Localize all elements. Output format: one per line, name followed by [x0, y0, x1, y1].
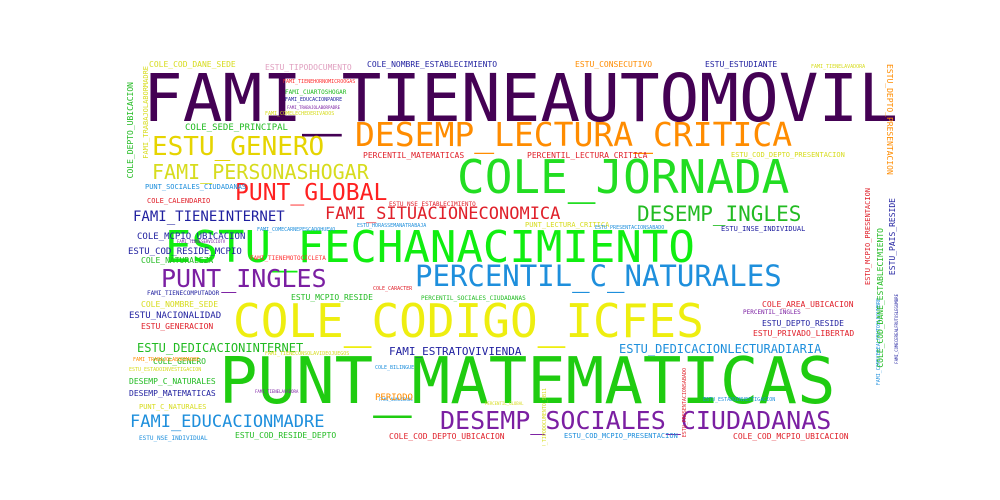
word-fami-tieneconsolavideojuegos: FAMI_TIENECONSOLAVIDEOJUEGOS: [265, 351, 350, 357]
word-estu-depto-presentacion: ESTU_DEPTO_PRESENTACION: [885, 64, 894, 175]
word-estu-nse-individual: ESTU_NSE_INDIVIDUAL: [139, 435, 208, 442]
word-estu-presentacionsabado: ESTU_PRESENTACIONSABADO: [595, 225, 665, 231]
word-cole-cod-dane-sede: COLE_COD_DANE_SEDE: [149, 60, 236, 69]
word-fami-comelechederivados: FAMI_COMELECHEDERIVADOS: [265, 111, 335, 117]
word-estu-cod-mcpio-presentacion: ESTU_COD_MCPIO_PRESENTACION: [564, 432, 678, 440]
word-cole-caracter: COLE_CARACTER: [373, 286, 413, 292]
word-estu-estudiante: ESTU_ESTUDIANTE: [705, 60, 778, 69]
word-fami-tienecomputador: FAMI_TIENECOMPUTADOR: [147, 290, 220, 297]
word-punt-ingles: PUNT_INGLES: [161, 264, 327, 293]
word-punt-global: PUNT_GLOBAL: [235, 180, 388, 206]
word-cole-naturaleza: COLE_NATURALEZA: [141, 256, 214, 265]
word-estu-mcpio-reside: ESTU_MCPIO_RESIDE: [291, 293, 373, 302]
word-estu-estadoinvestigacion: ESTU_ESTADOINVESTIGACION: [703, 397, 776, 403]
word-fami-educacionmadre: FAMI_EDUCACIONMADRE: [130, 412, 325, 432]
word-estu-cod-reside-depto: ESTU_COD_RESIDE_DEPTO: [235, 431, 337, 440]
word-estu-horassemanatrabaja: ESTU_HORASSEMANATRABAJA: [357, 223, 427, 229]
word-fami-trabajolabormadre: FAMI_TRABAJOLABORMADRE: [133, 357, 200, 363]
word-percentil-lectura-critica: PERCENTIL_LECTURA_CRITICA: [527, 151, 648, 160]
word-estu-tipodocumento: ESTU_TIPODOCUMENTO: [265, 63, 352, 72]
word-estu-nse-establecimiento: ESTU_NSE_ESTABLECIMIENTO: [389, 201, 476, 208]
word-fami-tieneserviciotv: FAMI_TIENESERVICIOTV: [177, 239, 226, 244]
word-cole-jornada: COLE_JORNADA: [457, 150, 790, 204]
word-estu-inse-individual: ESTU_INSE_INDIVIDUAL: [721, 225, 806, 233]
word-percentil-ingles: PERCENTIL_INGLES: [743, 309, 801, 316]
word-percentil-matematicas: PERCENTIL_MATEMATICAS: [363, 151, 465, 160]
word-fami-tieneinternet: FAMI_TIENEINTERNET: [133, 209, 285, 225]
word-fami-tienelavadora: FAMI_TIENELAVADORA: [255, 389, 299, 394]
word-desemp-sociales-ciudadanas: DESEMP_SOCIALES_CIUDADANAS: [440, 406, 832, 435]
word-desemp-matematicas: DESEMP_MATEMATICAS: [129, 389, 216, 398]
word-estu-nacionalidad: ESTU_NACIONALIDAD: [129, 311, 222, 321]
word-estu-pais-reside: ESTU_PAIS_RESIDE: [888, 198, 897, 276]
word-estu-privado-libertad: ESTU_PRIVADO_LIBERTAD: [753, 329, 855, 338]
word-fami-comecarnepescadohuevo: FAMI_COMECARNEPESCADOHUEVO: [257, 227, 336, 233]
word-estu-cod-depto-presentacion: ESTU_COD_DEPTO_PRESENTACION: [731, 151, 845, 159]
word-estu-generacion: ESTU_GENERACION: [141, 322, 214, 331]
word-percentil-sociales-ciudadanas: PERCENTIL_SOCIALES_CIUDADANAS: [421, 295, 526, 302]
word-punt-c-naturales: PUNT_C_NATURALES: [139, 403, 207, 411]
word-cole-bilingue: COLE_BILINGUE: [375, 365, 415, 371]
word-estu-genero: ESTU_GENERO: [152, 132, 325, 162]
word-cole-codigo-icfes: COLE_CODIGO_ICFES: [233, 294, 704, 348]
word-estu-fechanacimiento: ESTU_FECHANACIMIENTO: [165, 222, 695, 273]
word-estu-dedicacionlecturadiaria: ESTU_DEDICACIONLECTURADIARIA: [619, 342, 822, 356]
word-cole-genero: COLE_GENERO: [153, 357, 206, 366]
word-desemp-ingles: DESEMP_INGLES: [637, 202, 802, 226]
word-fami-tienehornomicroogas: FAMI_TIENEHORNOMICROOGAS: [283, 79, 356, 85]
word-cole-area-ubicacion: COLE_AREA_UBICACION: [762, 300, 854, 309]
word-estu-estadoinvestigacion: ESTU_ESTADOINVESTIGACION: [129, 367, 202, 373]
word-punt-matematicas: PUNT_MATEMATICAS: [219, 345, 836, 419]
word-fami-tienelavadora: FAMI_TIENELAVADORA: [811, 64, 866, 70]
word-estu-dedicacioninternet: ESTU_DEDICACIONINTERNET: [137, 341, 304, 355]
word-fami-personashogar: FAMI_PERSONASHOGAR: [152, 160, 369, 184]
word-cole-cod-depto-ubicacion: COLE_COD_DEPTO_UBICACION: [389, 432, 505, 441]
word-periodo: PERIODO: [375, 393, 413, 403]
word-fami-situacioneconomica: FAMI_SITUACIONECONOMICA: [325, 204, 561, 224]
word-fami-numlibros: FAMI_NUMLIBROS: [379, 397, 413, 402]
word-estu-presentacionsabado: ESTU_PRESENTACIONSABADO: [682, 368, 688, 438]
word-cole-calendario: COLE_CALENDARIO: [147, 197, 211, 205]
word-desemp-lectura-critica: DESEMP_LECTURA_CRITICA: [355, 115, 793, 154]
word-fami-educacionpadre: FAMI_EDUCACIONPADRE: [285, 97, 343, 103]
word-fami-tieneautomovil: FAMI_TIENEAUTOMOVIL: [143, 60, 898, 137]
word-fami-trabajolabormadre: FAMI_TRABAJOLABORMADRE: [142, 66, 150, 159]
word-percentil-global: PERCENTIL_GLOBAL: [485, 401, 524, 406]
word-cole-nombre-establecimiento: COLE_NOMBRE_ESTABLECIMIENTO: [367, 60, 498, 69]
word-cole-mcpio-ubicacion: COLE_MCPIO_UBICACION: [137, 232, 246, 242]
word-estu-depto-reside: ESTU_DEPTO_RESIDE: [762, 319, 844, 328]
word-cole-cod-mcpio-ubicacion: COLE_COD_MCPIO_UBICACION: [733, 432, 849, 441]
word-fami-trabajolaborpadre: FAMI_TRABAJOLABORPADRE: [287, 105, 340, 110]
word-punt-lectura-critica: PUNT_LECTURA_CRITICA: [525, 221, 610, 229]
word-cloud: FAMI_TIENEAUTOMOVIL PUNT_MATEMATICAS ESTU_…: [125, 58, 900, 446]
word-fami-estratovivienda: FAMI_ESTRATOVIVIENDA: [389, 345, 522, 358]
word-fami-tienemotocicleta: FAMI_TIENEMOTOCICLETA: [250, 255, 326, 262]
word-cole-cod-dane-establecimiento: COLE_COD_DANE_ESTABLECIMIENTO: [876, 228, 885, 368]
word-estu-cod-reside-mcpio: ESTU_COD_RESIDE_MCPIO: [128, 247, 242, 257]
word-desemp-c-naturales: DESEMP_C_NATURALES: [129, 377, 216, 386]
word-percentil-c-naturales: PERCENTIL_C_NATURALES: [415, 259, 782, 293]
word-estu-consecutivo: ESTU_CONSECUTIVO: [575, 60, 653, 69]
word-cole-sede-principal: COLE_SEDE_PRINCIPAL: [185, 123, 288, 133]
word-punt-sociales-ciudadanas: PUNT_SOCIALES_CIUDADANAS: [145, 183, 247, 191]
word-estu-mcpio-presentacion: ESTU_MCPIO_PRESENTACION: [864, 188, 872, 285]
word-cole-depto-ubicacion: COLE_DEPTO_UBICACION: [126, 82, 135, 179]
word-fami-comecerealfrutoslegumbre: FAMI_COMECEREALFRUTOSLEGUMBRE: [894, 294, 899, 364]
word-fami-cuartoshogar: FAMI_CUARTOSHOGAR: [285, 89, 347, 96]
word-cole-nombre-sede: COLE_NOMBRE_SEDE: [141, 300, 219, 309]
word-estu-tipodocumento-sb11: ESTU_TIPODOCUMENTO_SB11: [542, 388, 548, 446]
